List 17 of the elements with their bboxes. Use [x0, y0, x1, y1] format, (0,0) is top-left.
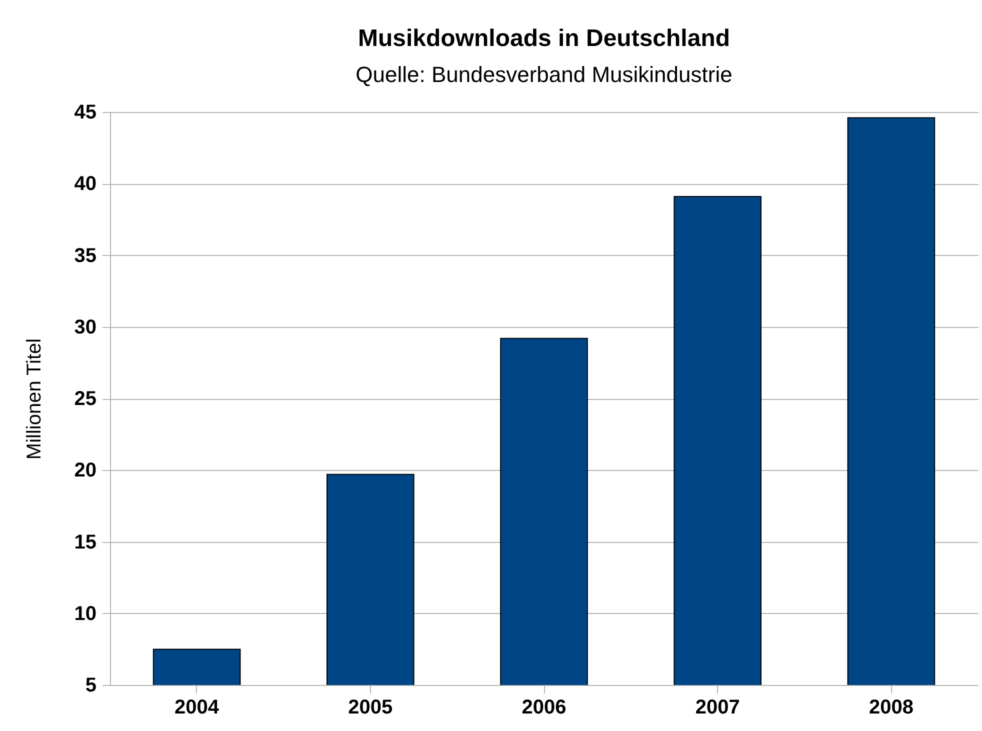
y-tick-label: 25 [74, 388, 96, 410]
x-tick-label: 2006 [522, 696, 566, 718]
y-tick-label: 40 [74, 173, 96, 196]
y-tick-label: 5 [85, 674, 96, 696]
chart-title: Musikdownloads in Deutschland [358, 25, 730, 52]
y-tick-label: 10 [74, 602, 96, 625]
y-tick-label: 45 [74, 102, 96, 124]
x-tick-label: 2004 [174, 696, 220, 718]
x-tick-label: 2008 [868, 696, 914, 718]
y-tick-label: 20 [74, 460, 96, 482]
y-axis-title: Millionen Titel [23, 338, 46, 460]
y-tick-label: 30 [74, 316, 96, 338]
x-tick-label: 2007 [695, 696, 740, 718]
chart-subtitle: Quelle: Bundesverband Musikindustrie [356, 62, 732, 87]
y-tick-label: 35 [74, 244, 96, 267]
y-tick-label: 15 [74, 531, 96, 554]
x-tick-label: 2005 [348, 696, 393, 718]
